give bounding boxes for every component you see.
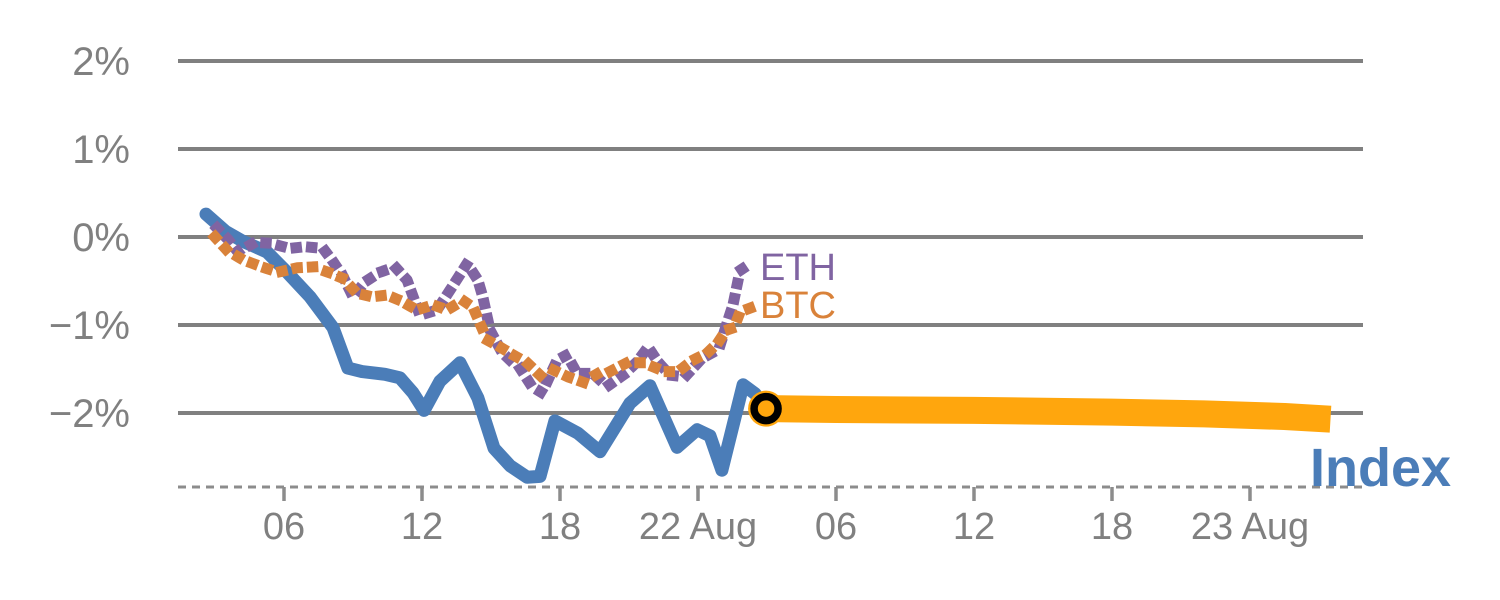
y-tick-label: −1% [49, 304, 130, 348]
btc-line [207, 229, 760, 388]
series-lines [199, 207, 1332, 484]
x-axis [178, 485, 1363, 501]
index-line [199, 207, 773, 484]
forecast-start-marker [748, 390, 785, 427]
x-tick-label: 23 Aug [1191, 506, 1309, 548]
index-series-label: Index [1310, 438, 1452, 498]
y-tick-label: 0% [72, 216, 130, 260]
y-tick-label: 1% [72, 128, 130, 172]
x-tick-label: 22 Aug [639, 506, 757, 548]
x-tick-label: 12 [953, 506, 995, 548]
eth-line [209, 220, 761, 399]
x-tick-label: 12 [401, 506, 443, 548]
x-tick-labels: 06 12 18 22 Aug 06 12 18 23 Aug [263, 506, 1309, 548]
index-forecast-line [769, 395, 1332, 433]
marker-ring [750, 392, 782, 425]
gridlines [178, 59, 1363, 415]
y-tick-label: 2% [72, 40, 130, 84]
x-tick-label: 18 [1091, 506, 1133, 548]
x-tick-label: 06 [263, 506, 305, 548]
x-tick-label: 18 [539, 506, 581, 548]
eth-series-label: ETH [760, 247, 836, 289]
y-tick-label: −2% [49, 392, 130, 436]
btc-series-label: BTC [760, 285, 836, 327]
x-tick-label: 06 [815, 506, 857, 548]
y-tick-labels: 2% 1% 0% −1% −2% [49, 40, 130, 436]
